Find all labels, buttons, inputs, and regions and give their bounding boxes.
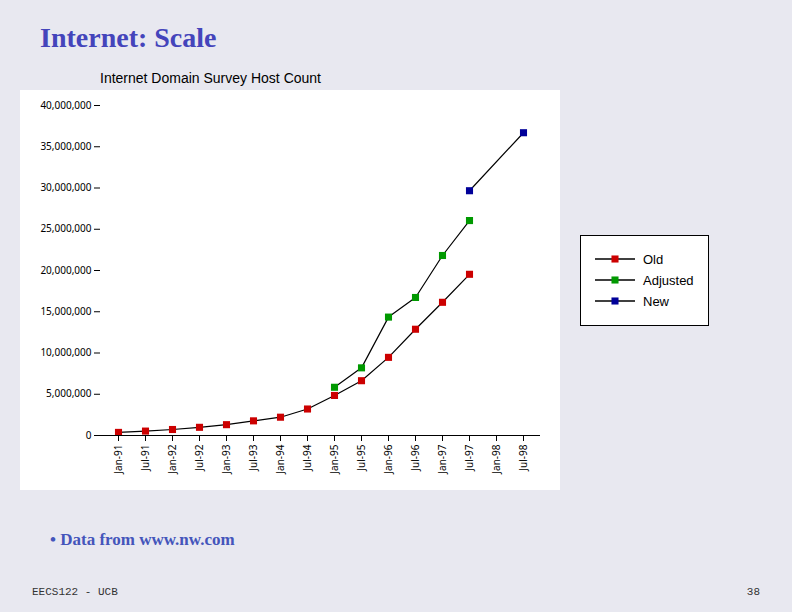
svg-text:Jul-92: Jul-92	[192, 444, 206, 471]
html-text:• Data from www.nw.com: • Data from www.nw.com	[50, 530, 235, 549]
svg-text:Jul-97: Jul-97	[462, 444, 476, 471]
svg-text:Jan-95: Jan-95	[327, 444, 341, 474]
svg-text:Jan-91: Jan-91	[111, 445, 125, 475]
svg-text:30,000,000: 30,000,000	[40, 180, 91, 194]
svg-text:Jul-91: Jul-91	[138, 445, 152, 472]
html-text:Internet Domain Survey Host Co: Internet Domain Survey Host Count	[100, 70, 321, 86]
html-text:Old: Old	[643, 251, 664, 267]
svg-text:5,000,000: 5,000,000	[46, 386, 92, 400]
html-text:38: 38	[746, 586, 760, 598]
svg-text:35,000,000: 35,000,000	[40, 139, 91, 153]
svg-text:25,000,000: 25,000,000	[40, 221, 91, 235]
html-text:Internet: Scale: Internet: Scale	[40, 22, 217, 53]
svg-text:10,000,000: 10,000,000	[40, 345, 91, 359]
svg-text:40,000,000: 40,000,000	[40, 98, 91, 112]
svg-text:Jan-94: Jan-94	[273, 444, 287, 474]
svg-text:Jan-93: Jan-93	[219, 444, 233, 474]
svg-text:Jul-96: Jul-96	[408, 444, 422, 471]
svg-text:Jul-94: Jul-94	[300, 444, 314, 471]
svg-text:Jan-92: Jan-92	[165, 444, 179, 474]
svg-text:Jul-93: Jul-93	[246, 444, 260, 471]
svg-text:Jan-97: Jan-97	[435, 444, 449, 474]
html-text:New: New	[643, 293, 669, 309]
svg-text:Jan-98: Jan-98	[489, 444, 503, 474]
html-text:Adjusted: Adjusted	[643, 272, 694, 288]
svg-text:Jul-95: Jul-95	[354, 444, 368, 471]
svg-text:20,000,000: 20,000,000	[40, 263, 91, 277]
svg-text:Jan-96: Jan-96	[381, 444, 395, 474]
html-text:EECS122 - UCB: EECS122 - UCB	[32, 586, 118, 598]
svg-text:15,000,000: 15,000,000	[40, 304, 91, 318]
svg-text:0: 0	[86, 428, 92, 442]
svg-text:Jul-98: Jul-98	[516, 444, 530, 471]
